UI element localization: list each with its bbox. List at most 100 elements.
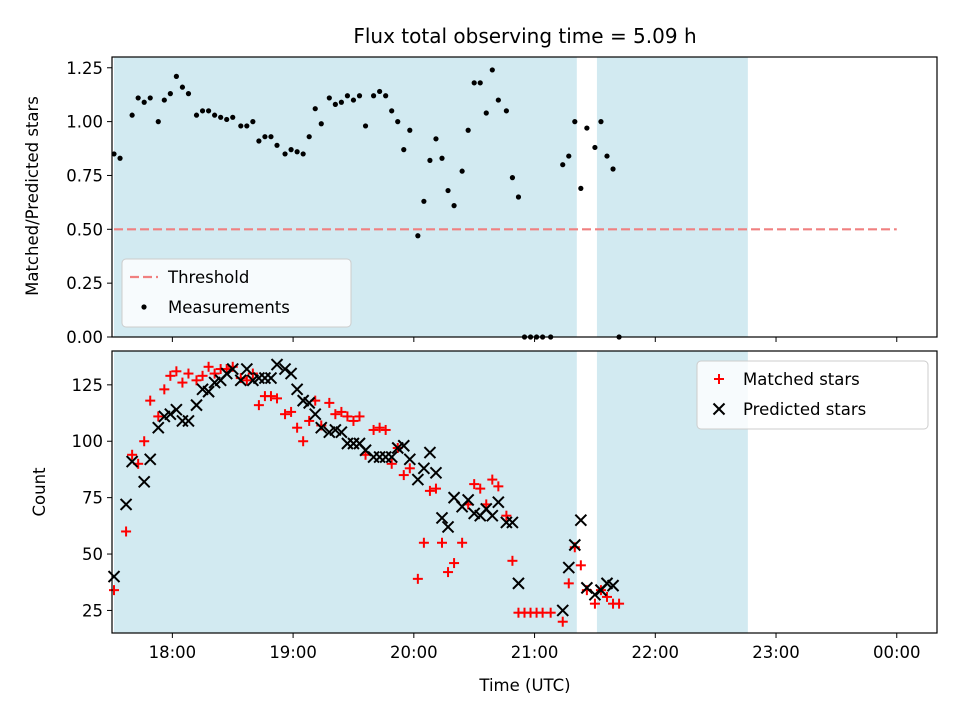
data-point	[141, 99, 147, 105]
matched-point	[304, 415, 315, 426]
matched-point	[374, 422, 385, 433]
legend-measurement-swatch	[141, 304, 147, 310]
data-point	[326, 95, 332, 101]
data-point	[471, 80, 477, 86]
data-point	[344, 93, 351, 99]
x-tick-label: 19:00	[269, 643, 317, 662]
data-point	[262, 134, 268, 140]
predicted-point	[385, 450, 398, 464]
matched-point	[324, 397, 335, 408]
matched-point	[197, 370, 208, 381]
data-point	[306, 134, 312, 140]
matched-point	[457, 537, 468, 548]
data-point	[332, 101, 338, 107]
matched-point	[614, 598, 625, 609]
matched-point	[368, 424, 379, 435]
predicted-point	[164, 407, 177, 421]
data-point	[356, 93, 363, 99]
matched-point	[430, 483, 441, 494]
data-point	[238, 123, 244, 129]
data-point	[401, 147, 407, 153]
predicted-point	[506, 516, 519, 529]
predicted-point	[512, 577, 525, 590]
legend-label: Predicted stars	[743, 400, 866, 419]
y-tick-label: 125	[72, 376, 104, 395]
matched-point	[121, 526, 132, 537]
predicted-point	[568, 538, 582, 552]
data-point	[199, 108, 206, 114]
data-point	[179, 84, 186, 90]
data-point	[205, 108, 212, 114]
y-tick-label: 100	[72, 432, 104, 451]
data-point	[185, 91, 192, 97]
bottom-panel: 25 50 75 100 125 18:00 19:00 20:00 21:00 22:00 23:…	[72, 350, 938, 662]
data-point	[300, 151, 306, 157]
predicted-point	[441, 520, 455, 534]
data-point	[610, 166, 616, 172]
data-point	[433, 136, 439, 142]
x-tick-label: 00:00	[873, 643, 921, 662]
predicted-point	[606, 579, 620, 592]
x-tick-label: 22:00	[632, 643, 680, 662]
data-point	[566, 153, 572, 159]
data-point	[274, 142, 280, 148]
data-point	[439, 155, 445, 161]
predicted-point	[170, 403, 183, 416]
predicted-point	[486, 509, 499, 522]
predicted-point	[302, 396, 316, 410]
matched-point	[171, 366, 182, 377]
matched-point	[247, 368, 258, 379]
matched-point	[443, 567, 454, 578]
matched-point	[203, 361, 214, 372]
data-point	[161, 97, 167, 103]
data-point	[407, 127, 413, 133]
matched-point	[602, 591, 612, 602]
data-point	[465, 127, 471, 133]
data-point	[515, 194, 522, 200]
data-point	[350, 97, 357, 103]
y-tick-label: 50	[82, 545, 103, 564]
predicted-point	[144, 453, 157, 466]
data-point	[415, 233, 421, 239]
x-tick-label: 23:00	[752, 643, 800, 662]
data-point	[129, 112, 135, 118]
matched-point	[265, 391, 276, 402]
data-point	[572, 119, 578, 125]
matched-point	[177, 377, 188, 388]
predicted-point	[240, 362, 254, 376]
predicted-point	[588, 588, 602, 601]
predicted-point	[226, 362, 239, 376]
data-point	[312, 106, 318, 112]
data-point	[483, 110, 489, 116]
top-panel: 0.00 0.25 0.50 0.75 1.00 1.25 Threshold Measure…	[66, 56, 938, 347]
predicted-point	[574, 513, 588, 527]
data-point	[598, 119, 604, 125]
predicted-point	[492, 495, 505, 509]
data-point	[224, 116, 230, 123]
top-ylabel: Matched/Predicted stars	[23, 96, 42, 296]
data-point	[218, 114, 224, 120]
predicted-point	[119, 498, 133, 511]
matched-point	[386, 458, 397, 469]
matched-point	[404, 463, 415, 474]
data-point	[383, 93, 389, 99]
data-point	[459, 168, 465, 174]
predicted-point	[125, 455, 139, 468]
y-tick-label: 0.00	[66, 328, 103, 347]
data-point	[495, 97, 501, 103]
matched-point	[127, 449, 138, 460]
matched-point	[398, 470, 409, 481]
predicted-point	[556, 604, 569, 617]
predicted-point	[284, 367, 298, 380]
y-tick-label: 1.00	[66, 113, 103, 132]
matched-point	[545, 607, 556, 618]
legend-label: Threshold	[167, 268, 249, 287]
matched-point	[336, 406, 347, 417]
predicted-point	[290, 383, 304, 396]
legend-matched-swatch	[714, 374, 724, 384]
data-point	[578, 185, 584, 191]
legend: Threshold Measurements	[121, 258, 352, 328]
data-point	[592, 144, 598, 151]
matched-point	[437, 537, 447, 548]
matched-point	[418, 537, 429, 548]
